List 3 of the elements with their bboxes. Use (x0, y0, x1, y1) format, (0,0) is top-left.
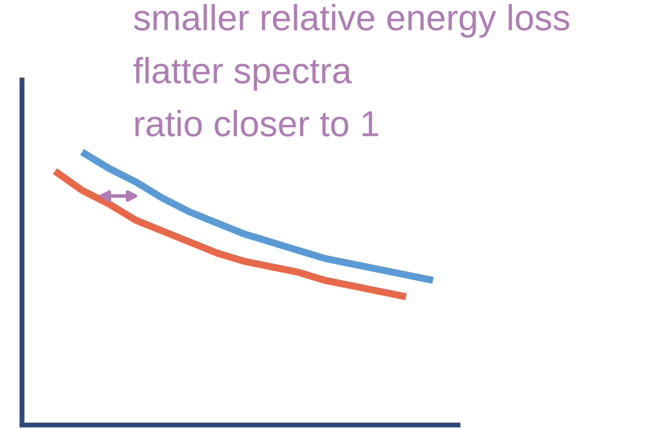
text: smaller relative energy loss (134, 4, 570, 38)
text: flatter spectra (134, 57, 352, 91)
text: ratio closer to 1 (135, 110, 378, 137)
